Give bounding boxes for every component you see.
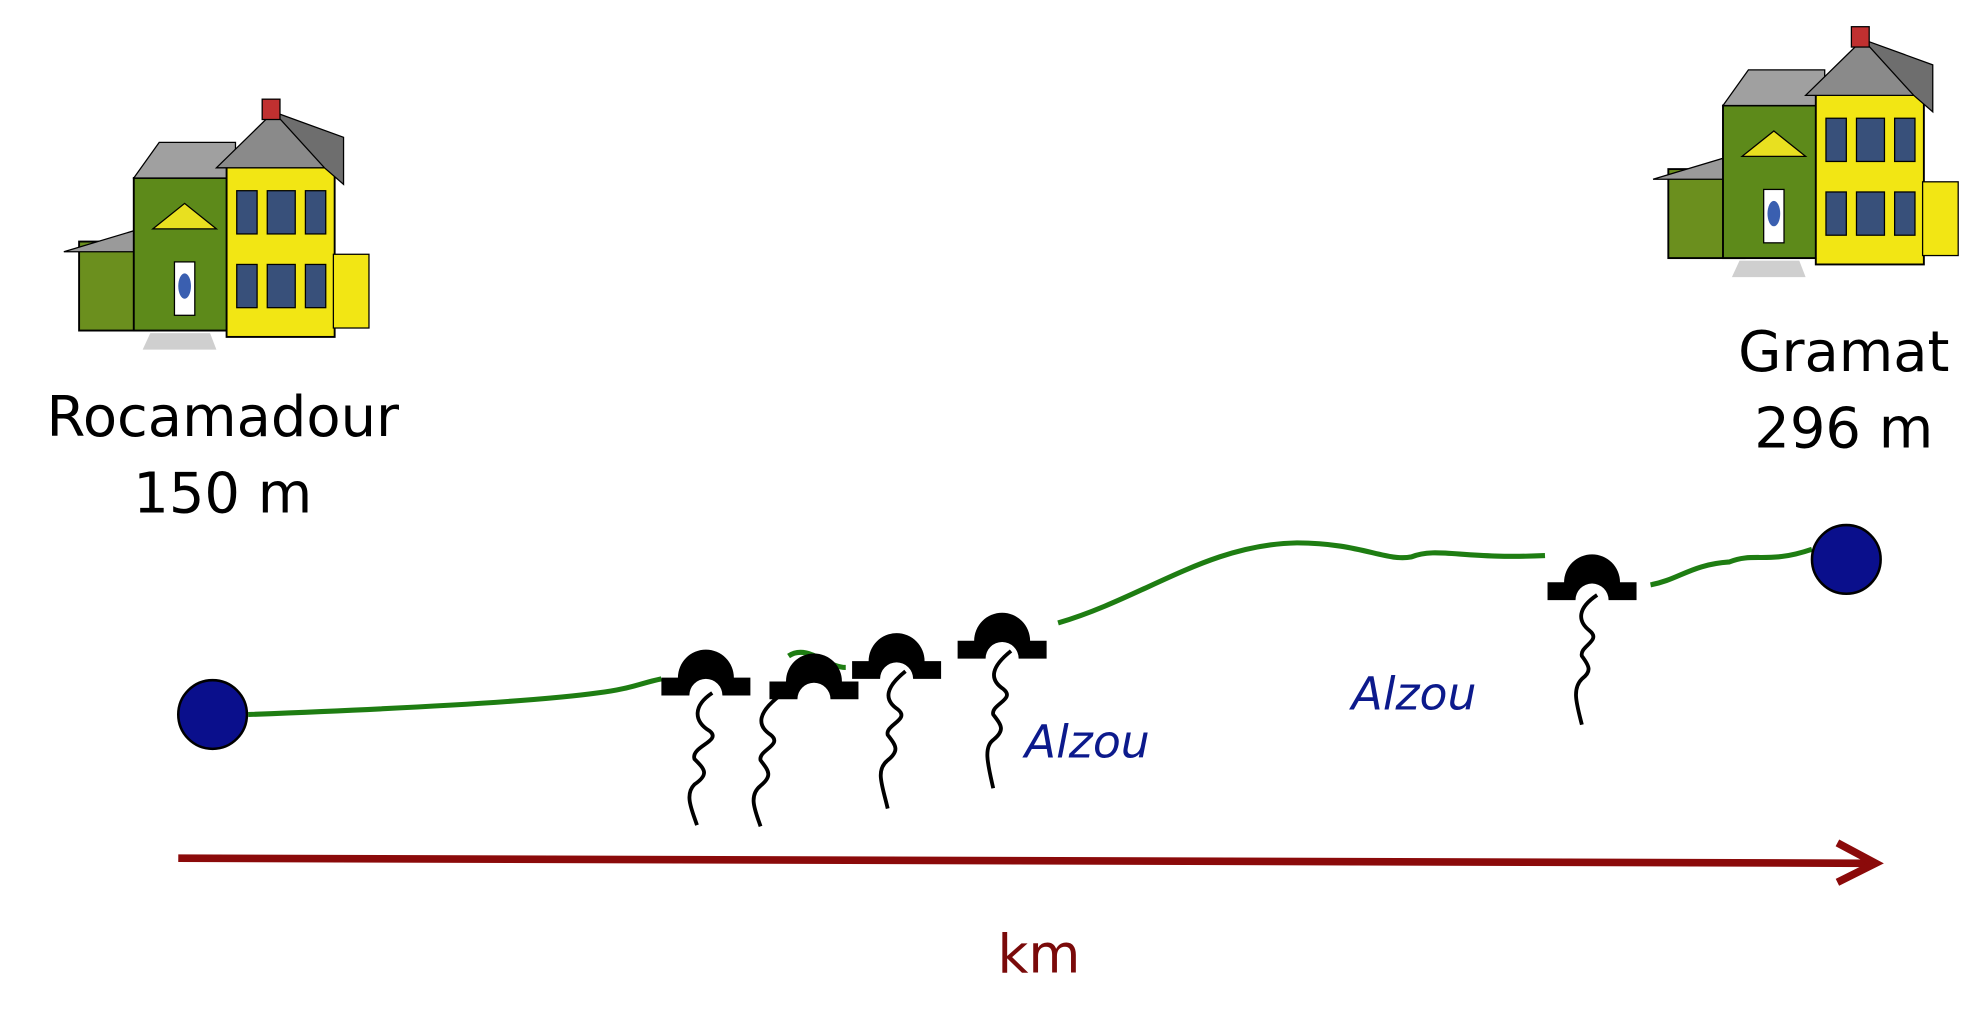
bridge: [957, 612, 1047, 659]
end-elevation: 296 m: [1754, 397, 1933, 462]
start-point: [176, 678, 249, 751]
elevation-profile: [248, 540, 1813, 718]
town-house: [62, 98, 370, 351]
river-label: Alzou: [1022, 716, 1150, 769]
axis-arrow: [178, 854, 1870, 868]
bridge: [1547, 554, 1637, 601]
arrow-head: [1835, 839, 1884, 886]
streams: [687, 593, 1599, 827]
town-house: [1652, 25, 1960, 279]
start-elevation: 150 m: [133, 461, 312, 526]
bridge: [661, 649, 751, 696]
bridge: [769, 653, 859, 700]
end-point: [1810, 523, 1882, 596]
start-name: Rocamadour: [46, 385, 399, 450]
end-name: Gramat: [1738, 320, 1949, 385]
river-label: Alzou: [1349, 667, 1477, 720]
axis-label: km: [998, 923, 1081, 986]
bridge: [852, 633, 942, 679]
